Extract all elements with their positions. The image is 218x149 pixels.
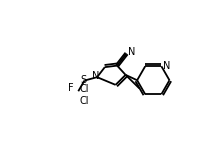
Text: Cl: Cl	[79, 96, 89, 106]
Text: F: F	[68, 83, 74, 93]
Text: N: N	[92, 71, 99, 81]
Text: N: N	[163, 61, 170, 71]
Text: Cl: Cl	[80, 84, 89, 94]
Text: S: S	[81, 75, 87, 85]
Text: N: N	[128, 47, 135, 57]
